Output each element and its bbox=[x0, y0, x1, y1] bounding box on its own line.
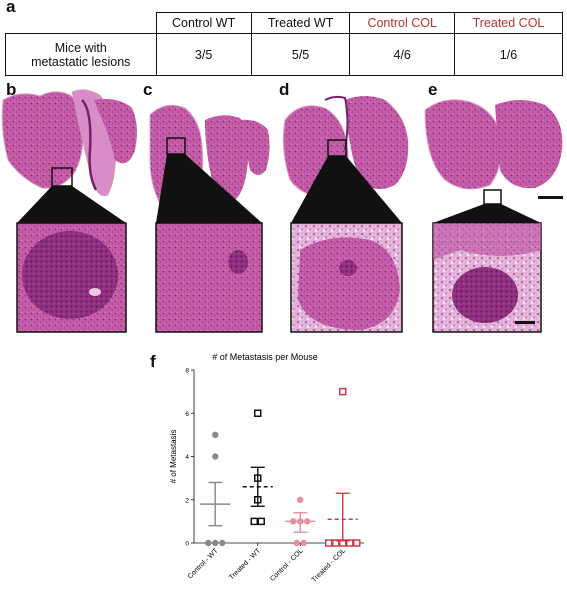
chart-marks bbox=[200, 387, 361, 547]
zoom-connector-d bbox=[291, 156, 402, 223]
data-point bbox=[212, 431, 219, 439]
scale-bar-zoom bbox=[515, 321, 535, 324]
data-point bbox=[212, 539, 219, 547]
lung-zoom-c bbox=[155, 222, 263, 333]
metastasis-table: Control WT Treated WT Control COL Treate… bbox=[5, 12, 564, 76]
zoom-connector-c bbox=[156, 154, 262, 223]
lung-zoom-e bbox=[432, 222, 542, 333]
data-point bbox=[290, 518, 297, 525]
data-point bbox=[339, 539, 347, 547]
x-tick-label: Control - COL bbox=[269, 547, 305, 583]
y-tick-label: 4 bbox=[185, 454, 189, 461]
panel-label-c: c bbox=[143, 80, 153, 99]
row-label-line1: Mice with bbox=[54, 40, 107, 55]
data-point bbox=[254, 409, 262, 417]
y-tick-label: 6 bbox=[185, 411, 189, 418]
table-header-treated-col: Treated COL bbox=[453, 12, 564, 34]
lung-zoom-b bbox=[16, 222, 127, 333]
panel-label-e: e bbox=[428, 80, 438, 99]
data-point bbox=[250, 517, 258, 526]
data-point bbox=[257, 517, 265, 526]
x-tick-label: Treated - WT bbox=[228, 547, 262, 581]
panel-label-d: d bbox=[279, 80, 290, 99]
chart-x-labels: Control - WT Treated - WT Control - COL Tre… bbox=[187, 543, 347, 584]
panel-label-b: b bbox=[6, 80, 17, 99]
chart-ylabel: # of Metastasis bbox=[169, 430, 178, 484]
data-point bbox=[219, 539, 226, 547]
x-tick-label: Treated - COL bbox=[311, 547, 347, 583]
y-tick-label: 0 bbox=[185, 541, 189, 548]
y-tick-label: 2 bbox=[185, 497, 189, 504]
zoom-connector-e bbox=[433, 204, 541, 223]
chart-title: # of Metastasis per Mouse bbox=[212, 352, 318, 362]
chart-axes bbox=[193, 370, 364, 544]
table-value-treated-wt: 5/5 bbox=[250, 33, 351, 76]
chart-y-ticks: 0 2 4 6 8 bbox=[185, 368, 194, 548]
lung-zoom-d bbox=[290, 222, 403, 333]
histology-figure bbox=[1, 89, 563, 333]
series-group bbox=[325, 387, 361, 547]
scale-bar-overview bbox=[538, 196, 563, 199]
series-group bbox=[242, 409, 273, 526]
data-point bbox=[254, 474, 262, 482]
data-point bbox=[254, 496, 262, 504]
series-group bbox=[285, 496, 316, 547]
panel-label-a: a bbox=[6, 0, 16, 16]
table-value-control-col: 4/6 bbox=[349, 33, 455, 76]
table-value-control-wt: 3/5 bbox=[155, 33, 252, 76]
panel-label-f: f bbox=[150, 352, 156, 371]
data-point bbox=[339, 387, 347, 396]
row-label-line2: metastatic lesions bbox=[31, 54, 131, 69]
data-point bbox=[332, 539, 340, 547]
data-point bbox=[325, 539, 333, 547]
table-header-treated-wt: Treated WT bbox=[250, 12, 351, 34]
data-point bbox=[293, 539, 300, 547]
table-row-label: Mice with metastatic lesions bbox=[5, 33, 157, 76]
data-point bbox=[205, 539, 212, 547]
data-point bbox=[300, 539, 307, 547]
lung-overview-e bbox=[424, 99, 563, 205]
data-point bbox=[212, 453, 219, 460]
data-point bbox=[346, 539, 354, 547]
table-value-treated-col: 1/6 bbox=[453, 33, 564, 76]
zoom-connector-b bbox=[17, 186, 126, 223]
data-point bbox=[297, 496, 304, 503]
data-point bbox=[297, 518, 304, 525]
data-point bbox=[304, 518, 311, 525]
series-group bbox=[200, 431, 231, 547]
x-tick-label: Control - WT bbox=[187, 547, 221, 581]
table-header-control-wt: Control WT bbox=[155, 12, 252, 34]
lung-overview-b bbox=[1, 89, 137, 197]
y-tick-label: 8 bbox=[185, 368, 189, 375]
data-point bbox=[353, 539, 361, 547]
